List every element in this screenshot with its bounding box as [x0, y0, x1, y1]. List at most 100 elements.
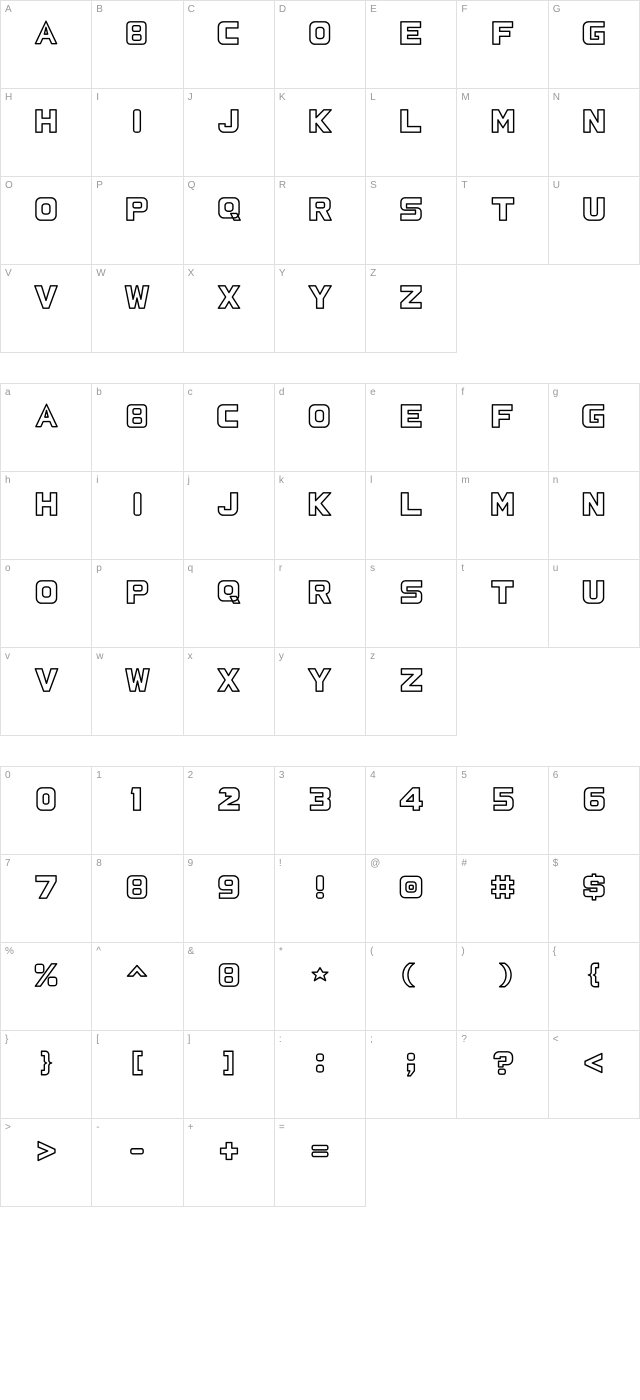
glyph-cell: 1: [92, 767, 183, 855]
glyph-sample: [366, 666, 456, 699]
glyph-cell: R: [275, 177, 366, 265]
glyph-label: J: [188, 92, 193, 103]
glyph-label: q: [188, 563, 194, 574]
glyph-cell: 5: [457, 767, 548, 855]
glyph-cell: 8: [92, 855, 183, 943]
glyph-cell: u: [549, 560, 640, 648]
empty-cell: [457, 265, 548, 353]
glyph-cell: G: [549, 1, 640, 89]
glyph-label: U: [553, 180, 560, 191]
glyph-label: t: [461, 563, 464, 574]
glyph-cell: Q: [184, 177, 275, 265]
glyph-label: Q: [188, 180, 196, 191]
glyph-label: <: [553, 1034, 559, 1045]
glyph-label: }: [5, 1034, 8, 1045]
glyph-label: *: [279, 946, 283, 957]
glyph-cell: 2: [184, 767, 275, 855]
glyph-cell: =: [275, 1119, 366, 1207]
glyph-cell: {: [549, 943, 640, 1031]
glyph-label: i: [96, 475, 98, 486]
glyph-label: y: [279, 651, 284, 662]
glyph-sample: [1, 195, 91, 228]
glyph-sample: [92, 19, 182, 52]
section-digits_symbols: 0 1 2 3 4 5 6 7 8 9 ! @ # $ % ^ & * ( ) …: [0, 766, 640, 1207]
glyph-cell: f: [457, 384, 548, 472]
glyph-grid: a b c d e f g h i j k l m n o p q r s t …: [0, 383, 640, 736]
character-map: A B C D E F G H I J K L M N O P Q R S T …: [0, 0, 640, 1207]
glyph-sample: [457, 107, 547, 140]
glyph-sample: [184, 666, 274, 699]
glyph-sample: [92, 107, 182, 140]
glyph-sample: [366, 873, 456, 906]
glyph-sample: [549, 785, 639, 818]
glyph-sample: [275, 195, 365, 228]
glyph-sample: [275, 283, 365, 316]
glyph-label: Y: [279, 268, 286, 279]
glyph-cell: A: [1, 1, 92, 89]
glyph-label: ^: [96, 946, 101, 957]
glyph-cell: S: [366, 177, 457, 265]
glyph-cell: r: [275, 560, 366, 648]
glyph-label: V: [5, 268, 12, 279]
glyph-label: $: [553, 858, 559, 869]
glyph-label: O: [5, 180, 13, 191]
glyph-sample: [275, 107, 365, 140]
glyph-sample: [184, 19, 274, 52]
glyph-sample: [457, 195, 547, 228]
glyph-sample: [184, 1137, 274, 1170]
glyph-cell: K: [275, 89, 366, 177]
glyph-label: C: [188, 4, 195, 15]
glyph-cell: d: [275, 384, 366, 472]
glyph-cell: w: [92, 648, 183, 736]
glyph-cell: n: [549, 472, 640, 560]
glyph-sample: [1, 19, 91, 52]
glyph-sample: [275, 19, 365, 52]
glyph-cell: D: [275, 1, 366, 89]
glyph-sample: [184, 107, 274, 140]
glyph-sample: [366, 490, 456, 523]
glyph-label: n: [553, 475, 559, 486]
glyph-cell: 6: [549, 767, 640, 855]
glyph-cell: I: [92, 89, 183, 177]
glyph-cell: $: [549, 855, 640, 943]
glyph-sample: [184, 785, 274, 818]
glyph-cell: >: [1, 1119, 92, 1207]
glyph-cell: i: [92, 472, 183, 560]
glyph-sample: [549, 19, 639, 52]
glyph-label: B: [96, 4, 103, 15]
glyph-label: S: [370, 180, 377, 191]
glyph-cell: [: [92, 1031, 183, 1119]
glyph-cell: ;: [366, 1031, 457, 1119]
glyph-label: !: [279, 858, 282, 869]
glyph-cell: 7: [1, 855, 92, 943]
glyph-sample: [549, 195, 639, 228]
glyph-cell: !: [275, 855, 366, 943]
glyph-grid: 0 1 2 3 4 5 6 7 8 9 ! @ # $ % ^ & * ( ) …: [0, 766, 640, 1207]
glyph-label: 4: [370, 770, 376, 781]
glyph-cell: C: [184, 1, 275, 89]
glyph-label: h: [5, 475, 11, 486]
glyph-label: L: [370, 92, 376, 103]
glyph-cell: ?: [457, 1031, 548, 1119]
glyph-sample: [92, 1137, 182, 1170]
glyph-sample: [1, 1049, 91, 1082]
glyph-cell: q: [184, 560, 275, 648]
glyph-label: l: [370, 475, 372, 486]
glyph-sample: [1, 961, 91, 994]
glyph-grid: A B C D E F G H I J K L M N O P Q R S T …: [0, 0, 640, 353]
glyph-label: G: [553, 4, 561, 15]
glyph-cell: T: [457, 177, 548, 265]
glyph-label: {: [553, 946, 556, 957]
glyph-label: K: [279, 92, 286, 103]
glyph-cell: -: [92, 1119, 183, 1207]
glyph-sample: [549, 578, 639, 611]
glyph-label: 8: [96, 858, 102, 869]
glyph-sample: [1, 490, 91, 523]
glyph-cell: b: [92, 384, 183, 472]
glyph-label: P: [96, 180, 103, 191]
glyph-cell: v: [1, 648, 92, 736]
glyph-sample: [92, 1049, 182, 1082]
glyph-label: 9: [188, 858, 194, 869]
glyph-label: %: [5, 946, 14, 957]
glyph-label: (: [370, 946, 373, 957]
